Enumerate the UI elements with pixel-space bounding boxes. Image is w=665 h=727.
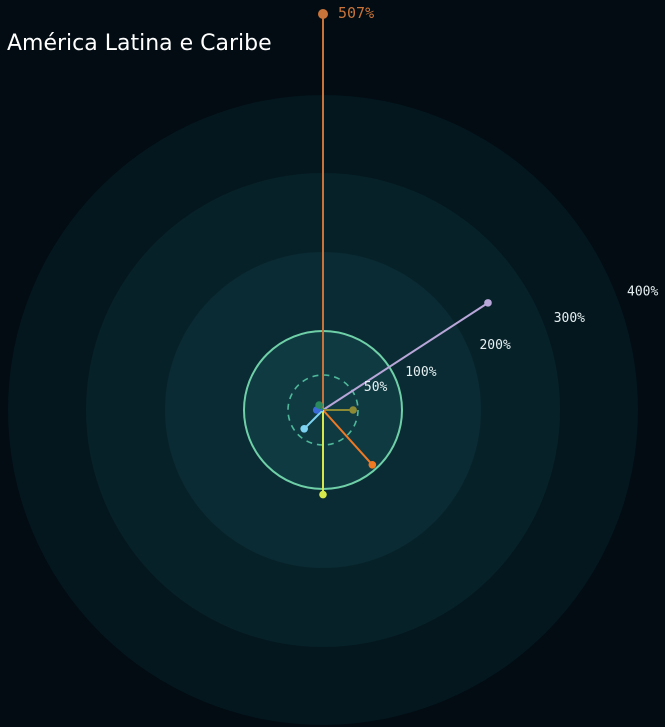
ring-50-circle — [287, 374, 359, 446]
ring-label-400: 400% — [627, 284, 658, 299]
spoke-5-point[interactable] — [300, 425, 308, 433]
labels-layer: 50% 100% 200% 300% 400% 507% — [338, 4, 658, 395]
spoke-7-point[interactable] — [315, 401, 323, 409]
spoke-1 — [322, 302, 489, 411]
ring-label-300: 300% — [554, 311, 585, 326]
spoke-0-point[interactable] — [318, 9, 328, 19]
ring-label-50: 50% — [364, 380, 388, 395]
spoke-5 — [303, 409, 324, 430]
spoke-3 — [322, 409, 374, 466]
spokes-layer — [300, 9, 492, 499]
max-value-label: 507% — [338, 4, 374, 22]
chart-title: América Latina e Caribe — [7, 31, 272, 56]
spoke-4-point[interactable] — [319, 490, 327, 499]
spoke-2-point[interactable] — [349, 406, 357, 414]
spoke-3-point[interactable] — [368, 460, 377, 469]
ring-label-200: 200% — [479, 338, 510, 353]
spoke-1-point[interactable] — [484, 299, 492, 307]
ring-label-100: 100% — [405, 365, 436, 380]
